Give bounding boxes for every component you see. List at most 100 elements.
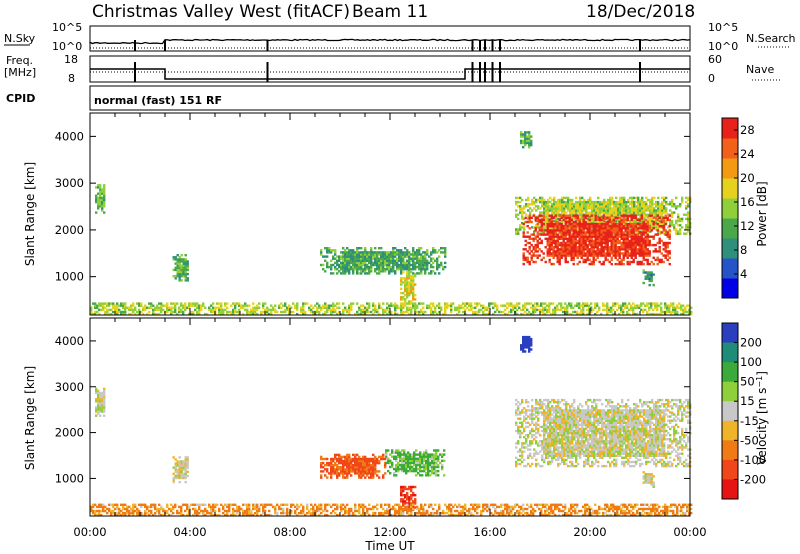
data-cell	[398, 251, 401, 254]
data-cell	[543, 228, 546, 231]
data-cell	[626, 216, 629, 219]
data-cell	[573, 211, 576, 214]
data-cell	[583, 200, 586, 204]
data-cell	[401, 463, 404, 467]
data-cell	[412, 279, 415, 282]
data-cell	[517, 440, 520, 443]
data-cell	[302, 306, 305, 309]
data-cell	[645, 196, 648, 200]
data-cell	[380, 455, 383, 459]
data-cell	[547, 217, 550, 221]
data-cell	[204, 312, 207, 316]
data-cell	[592, 248, 595, 251]
data-cell	[358, 468, 361, 471]
data-cell	[450, 304, 453, 307]
data-cell	[372, 453, 375, 457]
data-cell	[413, 463, 416, 467]
data-cell	[591, 205, 594, 208]
data-cell	[656, 218, 659, 222]
data-cell	[566, 252, 569, 255]
data-cell	[368, 310, 371, 314]
data-cell	[685, 224, 688, 227]
data-cell	[382, 310, 385, 314]
data-cell	[534, 216, 537, 219]
data-cell	[99, 190, 102, 193]
data-cell	[411, 467, 414, 471]
data-cell	[178, 468, 181, 471]
data-cell	[414, 304, 417, 307]
data-cell	[615, 196, 618, 200]
data-cell	[545, 217, 548, 221]
data-cell	[184, 302, 187, 305]
data-cell	[138, 310, 141, 314]
data-cell	[546, 243, 549, 247]
data-cell	[525, 464, 528, 468]
data-cell	[354, 312, 357, 316]
data-cell	[630, 229, 633, 232]
data-cell	[663, 232, 666, 235]
data-cell	[422, 265, 425, 269]
data-cell	[548, 241, 551, 245]
data-cell	[628, 312, 631, 316]
data-cell	[410, 302, 413, 305]
data-cell	[614, 262, 617, 266]
data-cell	[258, 302, 261, 305]
data-cell	[528, 131, 531, 134]
data-cell	[178, 310, 181, 314]
data-cell	[628, 231, 631, 234]
data-cell	[558, 250, 561, 253]
data-cell	[144, 308, 147, 312]
data-cell	[563, 203, 566, 206]
data-cell	[423, 457, 426, 460]
data-cell	[403, 457, 406, 460]
data-cell	[538, 227, 541, 230]
data-cell	[416, 310, 419, 314]
data-cell	[402, 253, 405, 256]
data-cell	[154, 308, 157, 312]
data-cell	[578, 302, 581, 305]
data-cell	[405, 472, 408, 475]
data-cell	[602, 262, 605, 266]
data-cell	[362, 474, 365, 477]
data-cell	[384, 457, 387, 461]
data-cell	[103, 205, 106, 208]
data-cell	[624, 248, 627, 251]
data-cell	[606, 237, 609, 240]
data-cell	[180, 260, 183, 263]
data-cell	[593, 203, 596, 206]
data-cell	[348, 472, 351, 475]
data-cell	[412, 275, 415, 278]
data-cell	[354, 253, 357, 256]
data-cell	[571, 203, 574, 206]
data-cell	[590, 243, 593, 247]
data-cell	[398, 257, 401, 260]
data-cell	[368, 268, 371, 271]
data-cell	[656, 262, 659, 266]
data-cell	[118, 310, 121, 314]
data-cell	[430, 259, 433, 262]
data-cell	[551, 207, 554, 210]
data-cell	[410, 310, 413, 314]
data-cell	[340, 457, 343, 461]
data-cell	[654, 306, 657, 309]
data-cell	[582, 227, 585, 230]
data-cell	[630, 227, 633, 230]
data-cell	[558, 227, 561, 230]
data-cell	[526, 137, 529, 140]
data-cell	[422, 310, 425, 314]
data-cell	[410, 502, 413, 505]
data-cell	[534, 237, 537, 240]
data-cell	[180, 476, 183, 480]
data-cell	[408, 261, 411, 265]
data-cell	[572, 258, 575, 262]
data-cell	[384, 251, 387, 254]
data-cell	[636, 304, 639, 307]
data-cell	[558, 222, 561, 226]
data-cell	[521, 401, 524, 404]
data-cell	[524, 135, 527, 138]
data-cell	[594, 237, 597, 240]
data-cell	[553, 203, 556, 206]
data-cell	[540, 258, 543, 262]
data-cell	[626, 262, 629, 266]
data-cell	[414, 283, 417, 286]
